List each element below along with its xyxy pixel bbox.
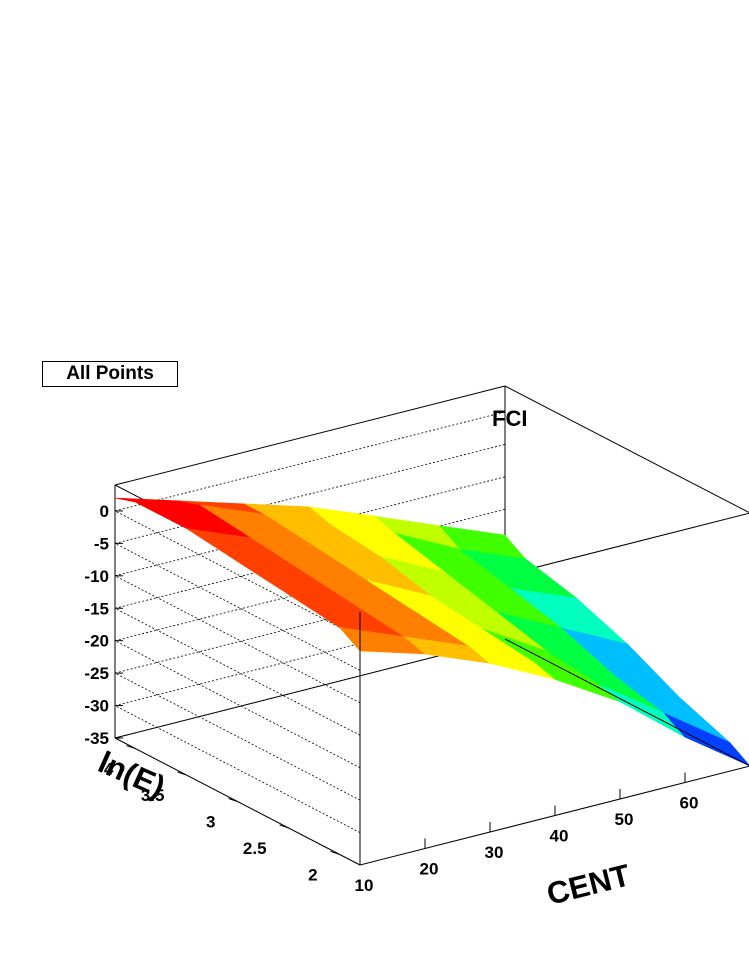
surface-patch [613, 673, 730, 743]
y-tick [330, 850, 340, 855]
z-tick-label: 0 [100, 502, 109, 521]
x-tick-label: 60 [680, 794, 699, 813]
legend-box: All Points [42, 361, 178, 387]
surface [114, 497, 749, 766]
gridline [113, 411, 506, 639]
x-tick-label: 10 [355, 876, 374, 895]
x-tick-label: 30 [485, 843, 504, 862]
y-tick [126, 745, 136, 750]
frame-edge [504, 385, 749, 514]
z-tick-label: -35 [84, 729, 109, 748]
y-tick [177, 771, 187, 776]
z-tick-label: -15 [84, 599, 109, 618]
frame-edge [114, 385, 506, 486]
y-tick-label: 3 [206, 813, 215, 832]
gridline [113, 638, 506, 866]
z-tick-label: -25 [84, 664, 109, 683]
y-tick-label: 2 [308, 865, 317, 884]
y-axis: 2 2.5 3 3.5 4 [104, 745, 340, 884]
z-tick-label: -30 [84, 697, 109, 716]
x-tick-label: 40 [550, 827, 569, 846]
y-tick [228, 798, 238, 802]
y-tick-label: 2.5 [243, 839, 267, 858]
y-tick [279, 824, 289, 829]
gridline [113, 476, 506, 704]
z-axis: 0 -5 -10 -15 -20 -25 -30 -35 [84, 502, 123, 748]
x-tick-label: 20 [420, 860, 439, 879]
y-tick-label: 4 [104, 760, 114, 779]
x-axis: 10 20 30 40 50 60 [355, 772, 699, 895]
x-axis-title: CENT [543, 857, 633, 911]
gridline [113, 444, 506, 671]
x-tick-label: 50 [615, 810, 634, 829]
surface-patch [664, 713, 749, 766]
z-tick-label: -20 [84, 632, 109, 651]
y-tick-label: 3.5 [141, 786, 165, 805]
y-axis-title: ln(E) [93, 744, 170, 804]
frame-edge [504, 638, 749, 767]
z-tick-label: -10 [84, 567, 109, 586]
z-tick-label: -5 [94, 534, 109, 553]
z-axis-title: FCI [492, 406, 527, 431]
